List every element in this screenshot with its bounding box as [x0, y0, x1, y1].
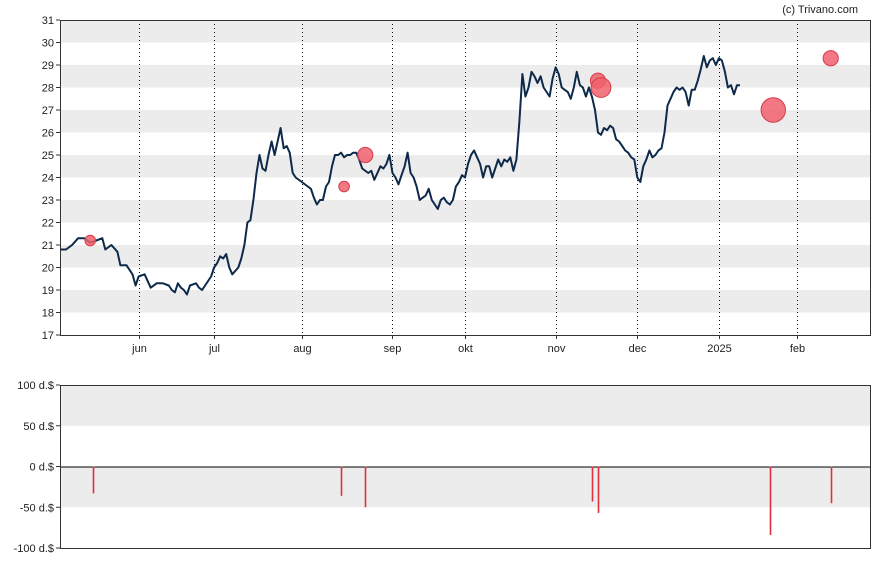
price-y-tick-label: 23	[42, 195, 54, 207]
transaction-y-tick-label: -100 d.$	[14, 543, 54, 555]
trade-marker	[338, 180, 350, 193]
price-y-tick-label: 17	[42, 330, 54, 342]
price-y-tick-label: 27	[42, 105, 54, 117]
price-line	[60, 55, 740, 296]
price-grid-band	[60, 110, 870, 133]
price-vertical-grid	[139, 20, 798, 335]
price-x-tick-label: dec	[629, 343, 647, 355]
price-y-tick-label: 24	[42, 173, 54, 185]
price-y-tick-label: 19	[42, 285, 54, 297]
transaction-y-axis: 100 d.$ 50 d.$ 0 d.$ -50 d.$ -100 d.$	[14, 380, 60, 555]
trade-marker	[84, 234, 97, 247]
price-y-tick-label: 28	[42, 83, 54, 95]
price-y-tick-label: 22	[42, 218, 54, 230]
transaction-y-tick-label: 0 d.$	[30, 462, 54, 474]
price-y-tick-label: 29	[42, 60, 54, 72]
price-frame	[60, 20, 871, 336]
transaction-y-tick-label: 50 d.$	[23, 421, 54, 433]
trade-marker	[822, 50, 839, 67]
price-x-tick-label: feb	[790, 343, 805, 355]
transaction-grid-band	[60, 385, 870, 426]
trade-marker	[590, 77, 612, 98]
price-x-tick-label: 2025	[707, 343, 731, 355]
price-y-tick-label: 25	[42, 150, 54, 162]
trade-marker	[357, 146, 374, 164]
transaction-y-tick-label: 100 d.$	[17, 380, 54, 392]
price-x-tick-label: jul	[208, 343, 220, 355]
transaction-grid-band	[60, 466, 870, 508]
watermark: (c) Trivano.com	[782, 4, 858, 16]
price-y-tick-label: 26	[42, 128, 54, 140]
price-x-tick-label: nov	[548, 343, 566, 355]
price-grid-band	[60, 200, 870, 223]
price-panel: 17 18 19 20 21 22 23 24 25 26 27 28 29 30 31 jun jul aug…	[42, 15, 871, 355]
trade-markers	[84, 50, 839, 247]
price-x-axis: jun jul aug sep okt nov dec 2025 feb	[131, 335, 805, 355]
price-x-tick-label: aug	[293, 343, 311, 355]
price-y-axis: 17 18 19 20 21 22 23 24 25 26 27 28 29 30 31	[42, 15, 60, 342]
transaction-bars	[92, 466, 833, 535]
price-grid-band	[60, 155, 870, 178]
price-grid-band	[60, 20, 870, 43]
price-x-tick-label: jun	[131, 343, 147, 355]
price-x-tick-label: okt	[458, 343, 473, 355]
price-x-tick-label: sep	[384, 343, 402, 355]
transaction-y-tick-label: -50 d.$	[20, 502, 54, 514]
price-y-tick-label: 18	[42, 308, 54, 320]
price-y-tick-label: 21	[42, 240, 54, 252]
transaction-panel: 100 d.$ 50 d.$ 0 d.$ -50 d.$ -100 d.$	[14, 380, 871, 555]
transaction-bands	[60, 385, 870, 508]
transaction-frame	[60, 385, 871, 549]
price-y-tick-label: 31	[42, 15, 54, 27]
price-y-tick-label: 30	[42, 38, 54, 50]
price-y-tick-label: 20	[42, 263, 54, 275]
trade-marker	[760, 97, 786, 123]
price-grid-band	[60, 290, 870, 313]
